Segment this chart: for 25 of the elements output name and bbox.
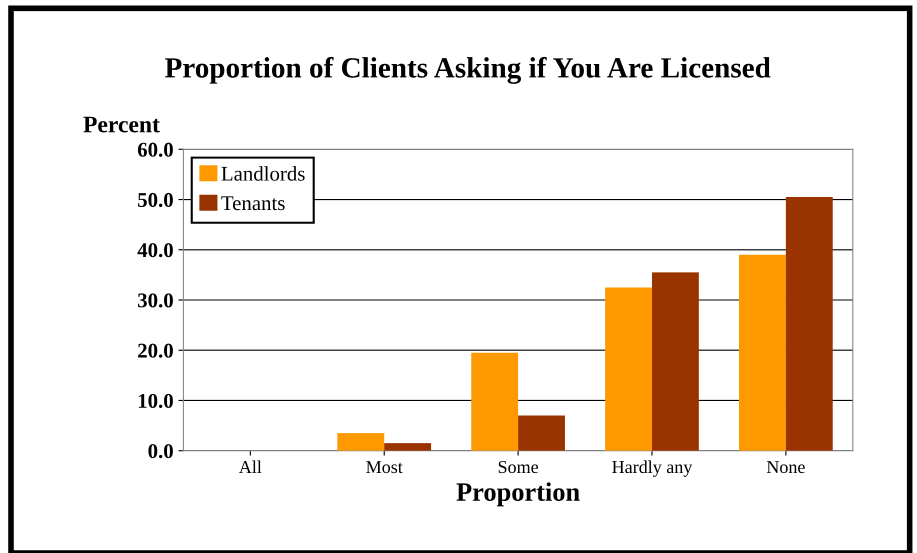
x-tick-label: Some bbox=[498, 460, 538, 474]
y-tick-label: 0.0 bbox=[148, 444, 173, 458]
x-axis-title: Proportion bbox=[456, 482, 580, 506]
bar bbox=[384, 443, 432, 451]
bar bbox=[652, 272, 699, 451]
x-tick-label: Hardly any bbox=[612, 460, 692, 477]
bar bbox=[605, 287, 652, 451]
y-tick-label: 40.0 bbox=[138, 243, 173, 258]
legend-label: Landlords bbox=[222, 166, 305, 181]
bar bbox=[786, 197, 833, 451]
y-tick-label: 20.0 bbox=[138, 344, 173, 358]
bar bbox=[739, 254, 786, 451]
y-tick-label: 50.0 bbox=[138, 192, 173, 208]
chart-title: Proportion of Clients Asking if You Are Licensed bbox=[164, 56, 771, 84]
legend-label: Tenants bbox=[221, 196, 285, 210]
y-axis-title: Percent bbox=[83, 116, 160, 132]
x-tick-label: All bbox=[238, 460, 262, 473]
x-tick-label: None bbox=[766, 461, 805, 474]
y-tick-label: 30.0 bbox=[138, 293, 173, 308]
x-tick-label: Most bbox=[366, 461, 403, 474]
bar bbox=[337, 433, 384, 451]
y-tick-label: 60.0 bbox=[138, 142, 173, 157]
bar bbox=[518, 416, 565, 451]
y-tick-label: 10.0 bbox=[138, 394, 173, 408]
bar bbox=[471, 352, 518, 451]
